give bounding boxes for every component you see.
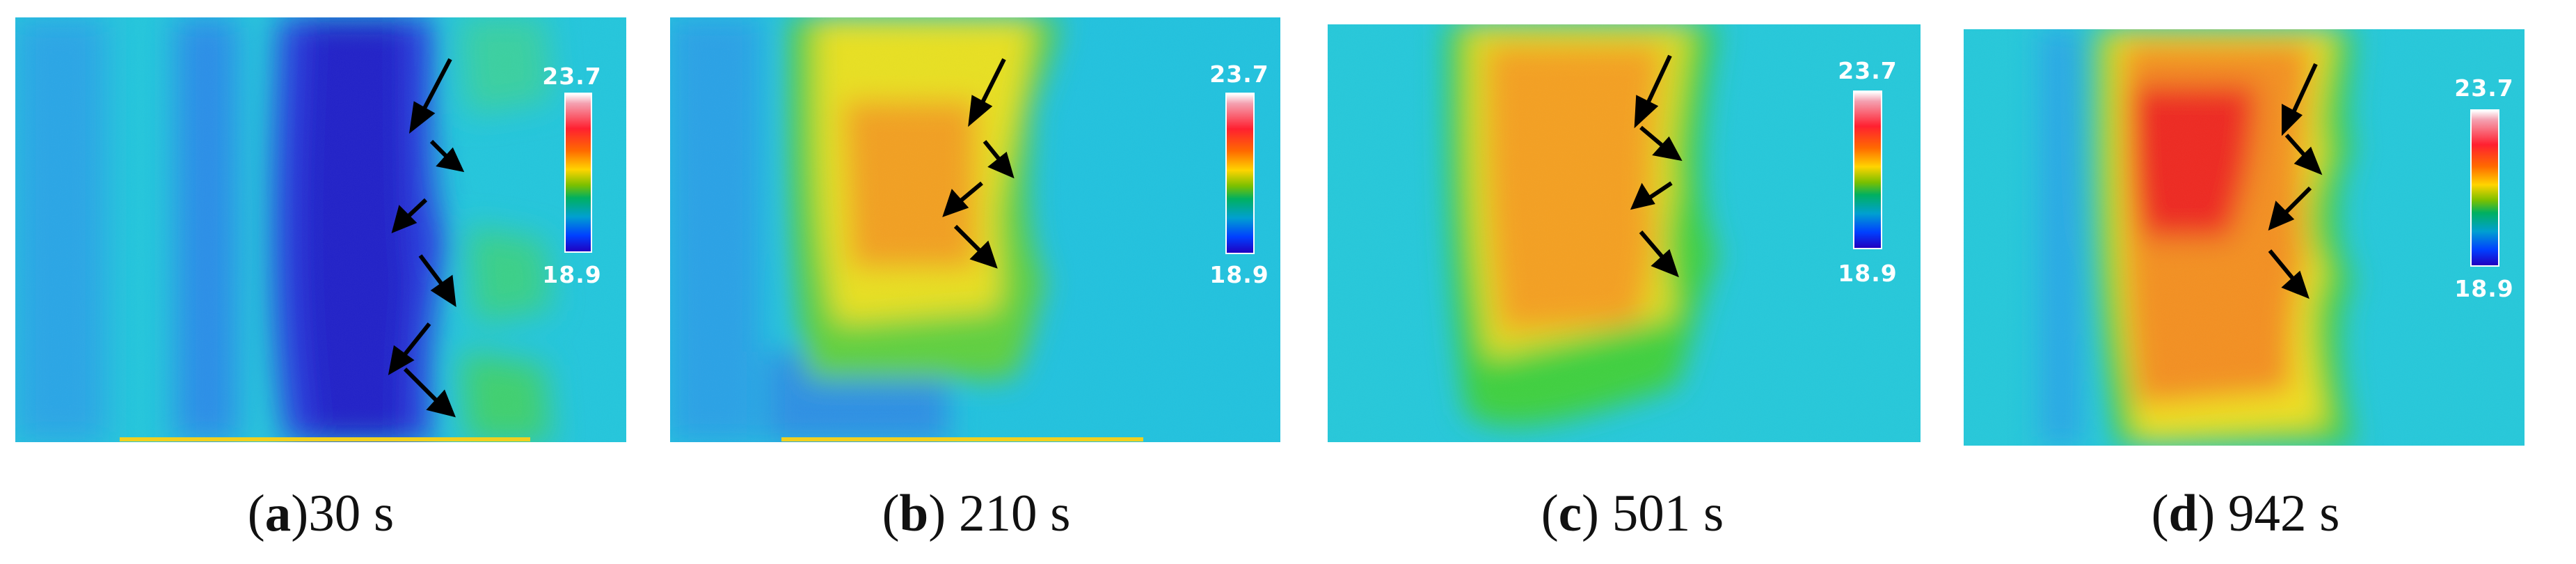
colorbar-max-d: 23.7 bbox=[2454, 75, 2514, 102]
colorbar-c bbox=[1853, 91, 1882, 249]
caption-d: (d) 942 s bbox=[2151, 485, 2340, 542]
arrows-b bbox=[942, 58, 1015, 269]
colorbar-min-d: 18.9 bbox=[2454, 275, 2514, 302]
colorbar-d bbox=[2470, 109, 2499, 267]
caption-a: (a)30 s bbox=[247, 485, 395, 542]
arrows-c bbox=[1630, 54, 1683, 278]
caption-b: (b) 210 s bbox=[882, 485, 1071, 542]
caption-c: (c) 501 s bbox=[1541, 485, 1724, 542]
colorbar-max-a: 23.7 bbox=[542, 63, 602, 90]
colorbar-min-c: 18.9 bbox=[1838, 260, 1898, 287]
colorbar-min-b: 18.9 bbox=[1209, 261, 1269, 288]
colorbar-min-a: 18.9 bbox=[542, 261, 602, 288]
colorbar-max-c: 23.7 bbox=[1838, 57, 1898, 84]
colorbar-max-b: 23.7 bbox=[1209, 61, 1269, 88]
thermal-image-d bbox=[1964, 29, 2525, 446]
thermal-image-a bbox=[15, 17, 626, 442]
arrows-a bbox=[388, 58, 465, 418]
colorbar-a bbox=[564, 93, 592, 253]
thermal-image-b bbox=[670, 17, 1280, 442]
arrows-d bbox=[2268, 63, 2323, 299]
thermal-image-c bbox=[1328, 24, 1921, 442]
colorbar-b bbox=[1225, 93, 1255, 254]
